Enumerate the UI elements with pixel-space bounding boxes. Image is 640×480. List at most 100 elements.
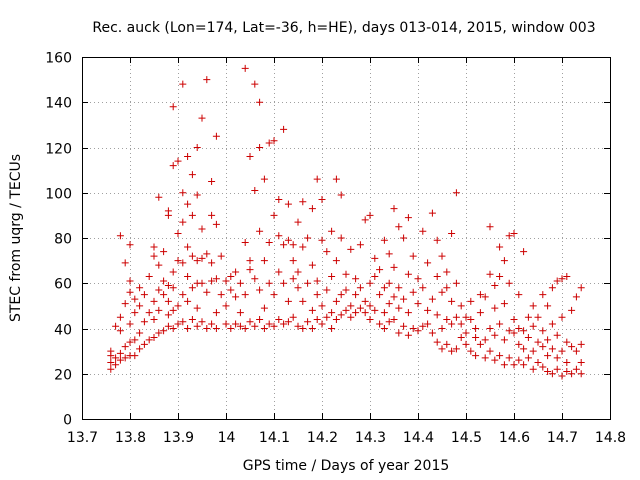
- data-point: [270, 322, 278, 330]
- data-point: [404, 270, 412, 278]
- data-point: [299, 243, 307, 251]
- data-point: [284, 297, 292, 305]
- data-point: [184, 325, 192, 332]
- data-point: [131, 336, 139, 344]
- data-point: [198, 318, 206, 326]
- data-point: [452, 313, 460, 321]
- data-point: [246, 266, 254, 274]
- data-point: [308, 306, 316, 314]
- data-point: [193, 257, 201, 265]
- x-tick-label: 13.7: [67, 430, 98, 446]
- data-point: [524, 334, 532, 342]
- data-point: [145, 336, 153, 344]
- data-point: [131, 295, 139, 303]
- data-point: [256, 286, 264, 294]
- data-point: [260, 304, 268, 312]
- data-point: [390, 293, 398, 301]
- data-point: [164, 311, 172, 319]
- data-point: [568, 370, 576, 378]
- data-point: [126, 320, 134, 328]
- data-point: [203, 76, 211, 84]
- data-point: [136, 329, 144, 337]
- data-point: [121, 354, 129, 362]
- data-point: [222, 277, 230, 285]
- data-point: [515, 291, 523, 299]
- data-point: [188, 252, 196, 260]
- data-point: [150, 315, 158, 323]
- data-point: [548, 370, 556, 378]
- data-point: [318, 302, 326, 310]
- data-point: [284, 318, 292, 326]
- data-point: [323, 313, 331, 321]
- data-point: [356, 241, 364, 249]
- data-point: [184, 243, 192, 251]
- data-point: [256, 227, 264, 235]
- data-point: [318, 236, 326, 244]
- data-point: [203, 325, 211, 332]
- data-point: [428, 329, 436, 337]
- y-tick-label: 0: [63, 413, 72, 429]
- data-point: [160, 248, 168, 256]
- data-point: [419, 322, 427, 330]
- data-point: [332, 175, 340, 183]
- data-point: [544, 336, 552, 344]
- data-point: [174, 320, 182, 328]
- data-point: [155, 286, 163, 294]
- data-point: [203, 250, 211, 258]
- data-point: [452, 279, 460, 287]
- data-point: [361, 309, 369, 317]
- data-point: [241, 239, 249, 247]
- data-point: [539, 291, 547, 299]
- data-point: [193, 304, 201, 312]
- data-point: [400, 322, 408, 330]
- data-point: [476, 291, 484, 299]
- data-point: [419, 227, 427, 235]
- data-point: [332, 297, 340, 305]
- data-point: [534, 313, 542, 321]
- data-point: [414, 300, 422, 308]
- data-point: [342, 270, 350, 278]
- data-point: [155, 329, 163, 337]
- data-point: [438, 345, 446, 353]
- y-tick-label: 60: [54, 277, 72, 293]
- data-point: [203, 288, 211, 296]
- x-tick-label: 13.8: [115, 430, 146, 446]
- data-point: [486, 347, 494, 355]
- data-point: [577, 340, 585, 348]
- data-point: [481, 293, 489, 301]
- data-point: [548, 345, 556, 353]
- data-point: [232, 293, 240, 301]
- data-point: [116, 349, 124, 357]
- data-point: [208, 211, 216, 219]
- data-point: [496, 320, 504, 328]
- data-point: [217, 252, 225, 260]
- data-point: [328, 227, 336, 235]
- data-point: [169, 162, 177, 170]
- data-point: [553, 354, 561, 362]
- data-point: [443, 315, 451, 323]
- data-point: [308, 261, 316, 269]
- data-point: [347, 313, 355, 321]
- data-point: [553, 365, 561, 373]
- data-point: [323, 286, 331, 294]
- data-point: [208, 320, 216, 328]
- data-point: [193, 322, 201, 330]
- data-point: [462, 329, 470, 337]
- data-point: [308, 205, 316, 213]
- data-point: [164, 282, 172, 290]
- data-point: [371, 272, 379, 280]
- data-point: [179, 189, 187, 197]
- data-point: [179, 291, 187, 299]
- data-point: [280, 279, 288, 287]
- data-point: [208, 177, 216, 185]
- data-point: [380, 325, 388, 332]
- data-point: [342, 306, 350, 314]
- data-point: [558, 313, 566, 321]
- data-point: [184, 297, 192, 305]
- data-point: [496, 352, 504, 360]
- data-point: [534, 358, 542, 366]
- data-point: [491, 282, 499, 290]
- data-point: [140, 291, 148, 299]
- data-point: [251, 80, 259, 88]
- data-point: [227, 272, 235, 280]
